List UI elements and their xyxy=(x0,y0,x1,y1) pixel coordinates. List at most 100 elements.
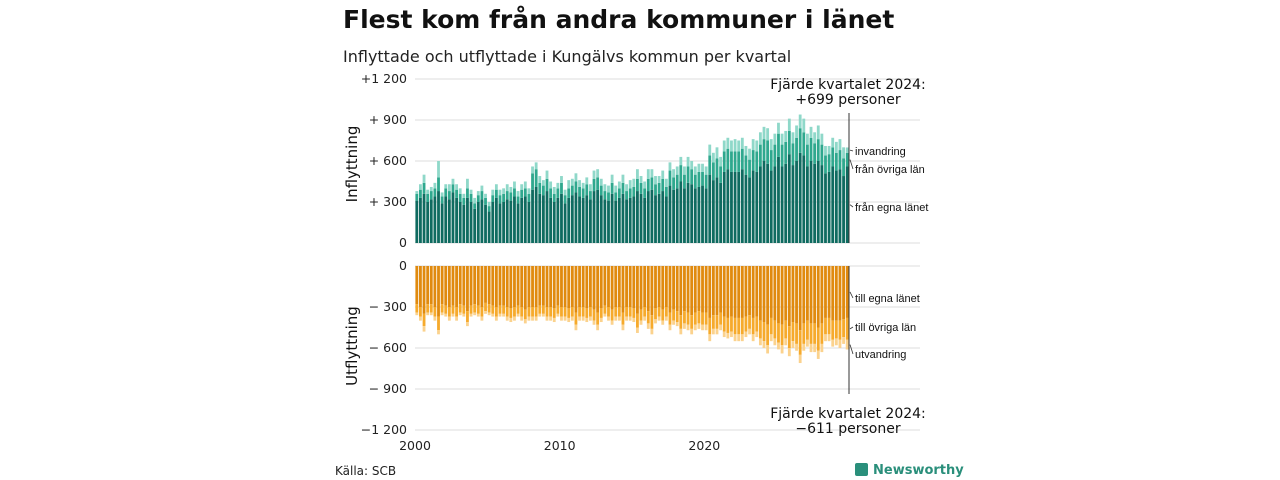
bar-outflow-abroad xyxy=(480,316,484,321)
bar-outflow-abroad xyxy=(690,328,694,335)
bar-outflow-abroad xyxy=(588,316,592,321)
y-tick-label-inflow: + 600 xyxy=(369,153,407,168)
bar-inflow-other xyxy=(758,144,762,167)
bar-inflow-other xyxy=(581,188,585,198)
bar-inflow-other xyxy=(769,150,773,171)
bar-outflow-own xyxy=(719,266,723,313)
bar-outflow-own xyxy=(711,266,715,316)
bar-outflow-other xyxy=(632,308,636,318)
bar-inflow-abroad xyxy=(773,133,777,145)
bar-outflow-own xyxy=(842,266,845,320)
bar-inflow-other xyxy=(668,170,672,186)
bar-inflow-other xyxy=(824,155,827,174)
bar-inflow-abroad xyxy=(639,176,643,183)
bar-outflow-abroad xyxy=(476,313,480,317)
bar-inflow-abroad xyxy=(679,156,683,166)
bar-outflow-abroad xyxy=(585,317,589,323)
bar-inflow-abroad xyxy=(578,180,581,187)
bar-outflow-abroad xyxy=(798,354,802,364)
bar-inflow-abroad xyxy=(592,170,596,179)
bar-inflow-own xyxy=(784,163,788,243)
bar-outflow-own xyxy=(574,266,578,313)
bar-inflow-own xyxy=(693,188,697,243)
bar-outflow-other xyxy=(711,315,715,329)
bar-outflow-other xyxy=(625,307,628,317)
bar-inflow-abroad xyxy=(842,147,845,159)
bar-outflow-abroad xyxy=(762,341,766,348)
bar-outflow-own xyxy=(715,266,719,316)
bar-outflow-own xyxy=(502,266,506,306)
bar-inflow-own xyxy=(491,202,495,243)
bar-outflow-other xyxy=(437,316,440,331)
bar-inflow-abroad xyxy=(762,126,766,140)
series-label-outflow-own: till egna länet xyxy=(855,293,920,305)
series-label-inflow-abroad: invandring xyxy=(855,146,906,158)
bar-inflow-own xyxy=(636,191,639,243)
bar-inflow-abroad xyxy=(740,137,744,149)
bar-inflow-other xyxy=(596,177,600,190)
bar-outflow-own xyxy=(541,266,545,306)
bar-outflow-other xyxy=(509,308,513,318)
bar-inflow-abroad xyxy=(513,181,516,189)
bar-inflow-abroad xyxy=(473,197,477,204)
bar-inflow-abroad xyxy=(603,184,607,192)
bar-outflow-other xyxy=(762,322,766,342)
bar-inflow-abroad xyxy=(480,185,484,192)
bar-inflow-own xyxy=(820,165,824,243)
bar-outflow-abroad xyxy=(433,316,437,321)
bar-outflow-abroad xyxy=(513,316,516,321)
bar-outflow-own xyxy=(607,266,610,307)
bar-inflow-other xyxy=(541,185,545,196)
bar-inflow-abroad xyxy=(487,202,491,207)
bar-outflow-own xyxy=(491,266,495,306)
bar-outflow-own xyxy=(556,266,560,306)
bar-outflow-other xyxy=(426,304,430,313)
bar-outflow-own xyxy=(827,266,831,318)
bar-outflow-own xyxy=(824,266,827,318)
bar-outflow-other xyxy=(798,330,802,355)
bar-inflow-other xyxy=(513,188,516,197)
bar-outflow-other xyxy=(541,305,545,314)
bar-outflow-own xyxy=(440,266,444,305)
bar-inflow-own xyxy=(809,161,813,243)
bar-outflow-abroad xyxy=(581,316,585,321)
bar-inflow-own xyxy=(473,208,477,243)
bar-outflow-own xyxy=(437,266,440,317)
bar-outflow-other xyxy=(585,308,589,318)
bar-inflow-other xyxy=(845,152,849,167)
bar-outflow-other xyxy=(588,307,592,317)
bar-inflow-own xyxy=(538,193,542,243)
bar-inflow-other xyxy=(422,182,426,194)
bar-inflow-other xyxy=(628,188,632,198)
bar-outflow-abroad xyxy=(491,313,495,317)
bar-inflow-abroad xyxy=(509,186,513,193)
bar-inflow-own xyxy=(831,166,835,243)
bar-outflow-abroad xyxy=(560,316,563,321)
bar-outflow-own xyxy=(780,266,784,325)
bar-outflow-other xyxy=(820,323,824,344)
bar-inflow-abroad xyxy=(541,180,545,186)
bar-outflow-own xyxy=(748,266,751,316)
bar-inflow-abroad xyxy=(737,140,741,152)
bar-inflow-other xyxy=(820,144,824,166)
bar-outflow-abroad xyxy=(748,328,751,335)
bar-inflow-own xyxy=(462,204,466,243)
series-label-outflow-other: till övriga län xyxy=(855,322,916,334)
bar-outflow-abroad xyxy=(534,316,538,321)
bar-outflow-other xyxy=(592,309,596,321)
bar-outflow-other xyxy=(769,317,773,335)
bar-inflow-own xyxy=(592,191,596,243)
bar-inflow-own xyxy=(502,202,506,243)
bar-outflow-own xyxy=(494,266,498,307)
bar-inflow-other xyxy=(715,158,719,178)
bar-outflow-other xyxy=(636,313,639,328)
bar-outflow-other xyxy=(552,308,556,318)
bar-inflow-other xyxy=(520,189,524,198)
bar-outflow-other xyxy=(560,307,563,317)
bar-inflow-abroad xyxy=(748,148,751,160)
annotation-top-line2: +699 personer xyxy=(795,92,901,108)
bar-inflow-own xyxy=(654,195,657,243)
bar-inflow-own xyxy=(838,169,842,243)
bar-outflow-abroad xyxy=(527,316,531,321)
bar-inflow-abroad xyxy=(632,178,636,187)
